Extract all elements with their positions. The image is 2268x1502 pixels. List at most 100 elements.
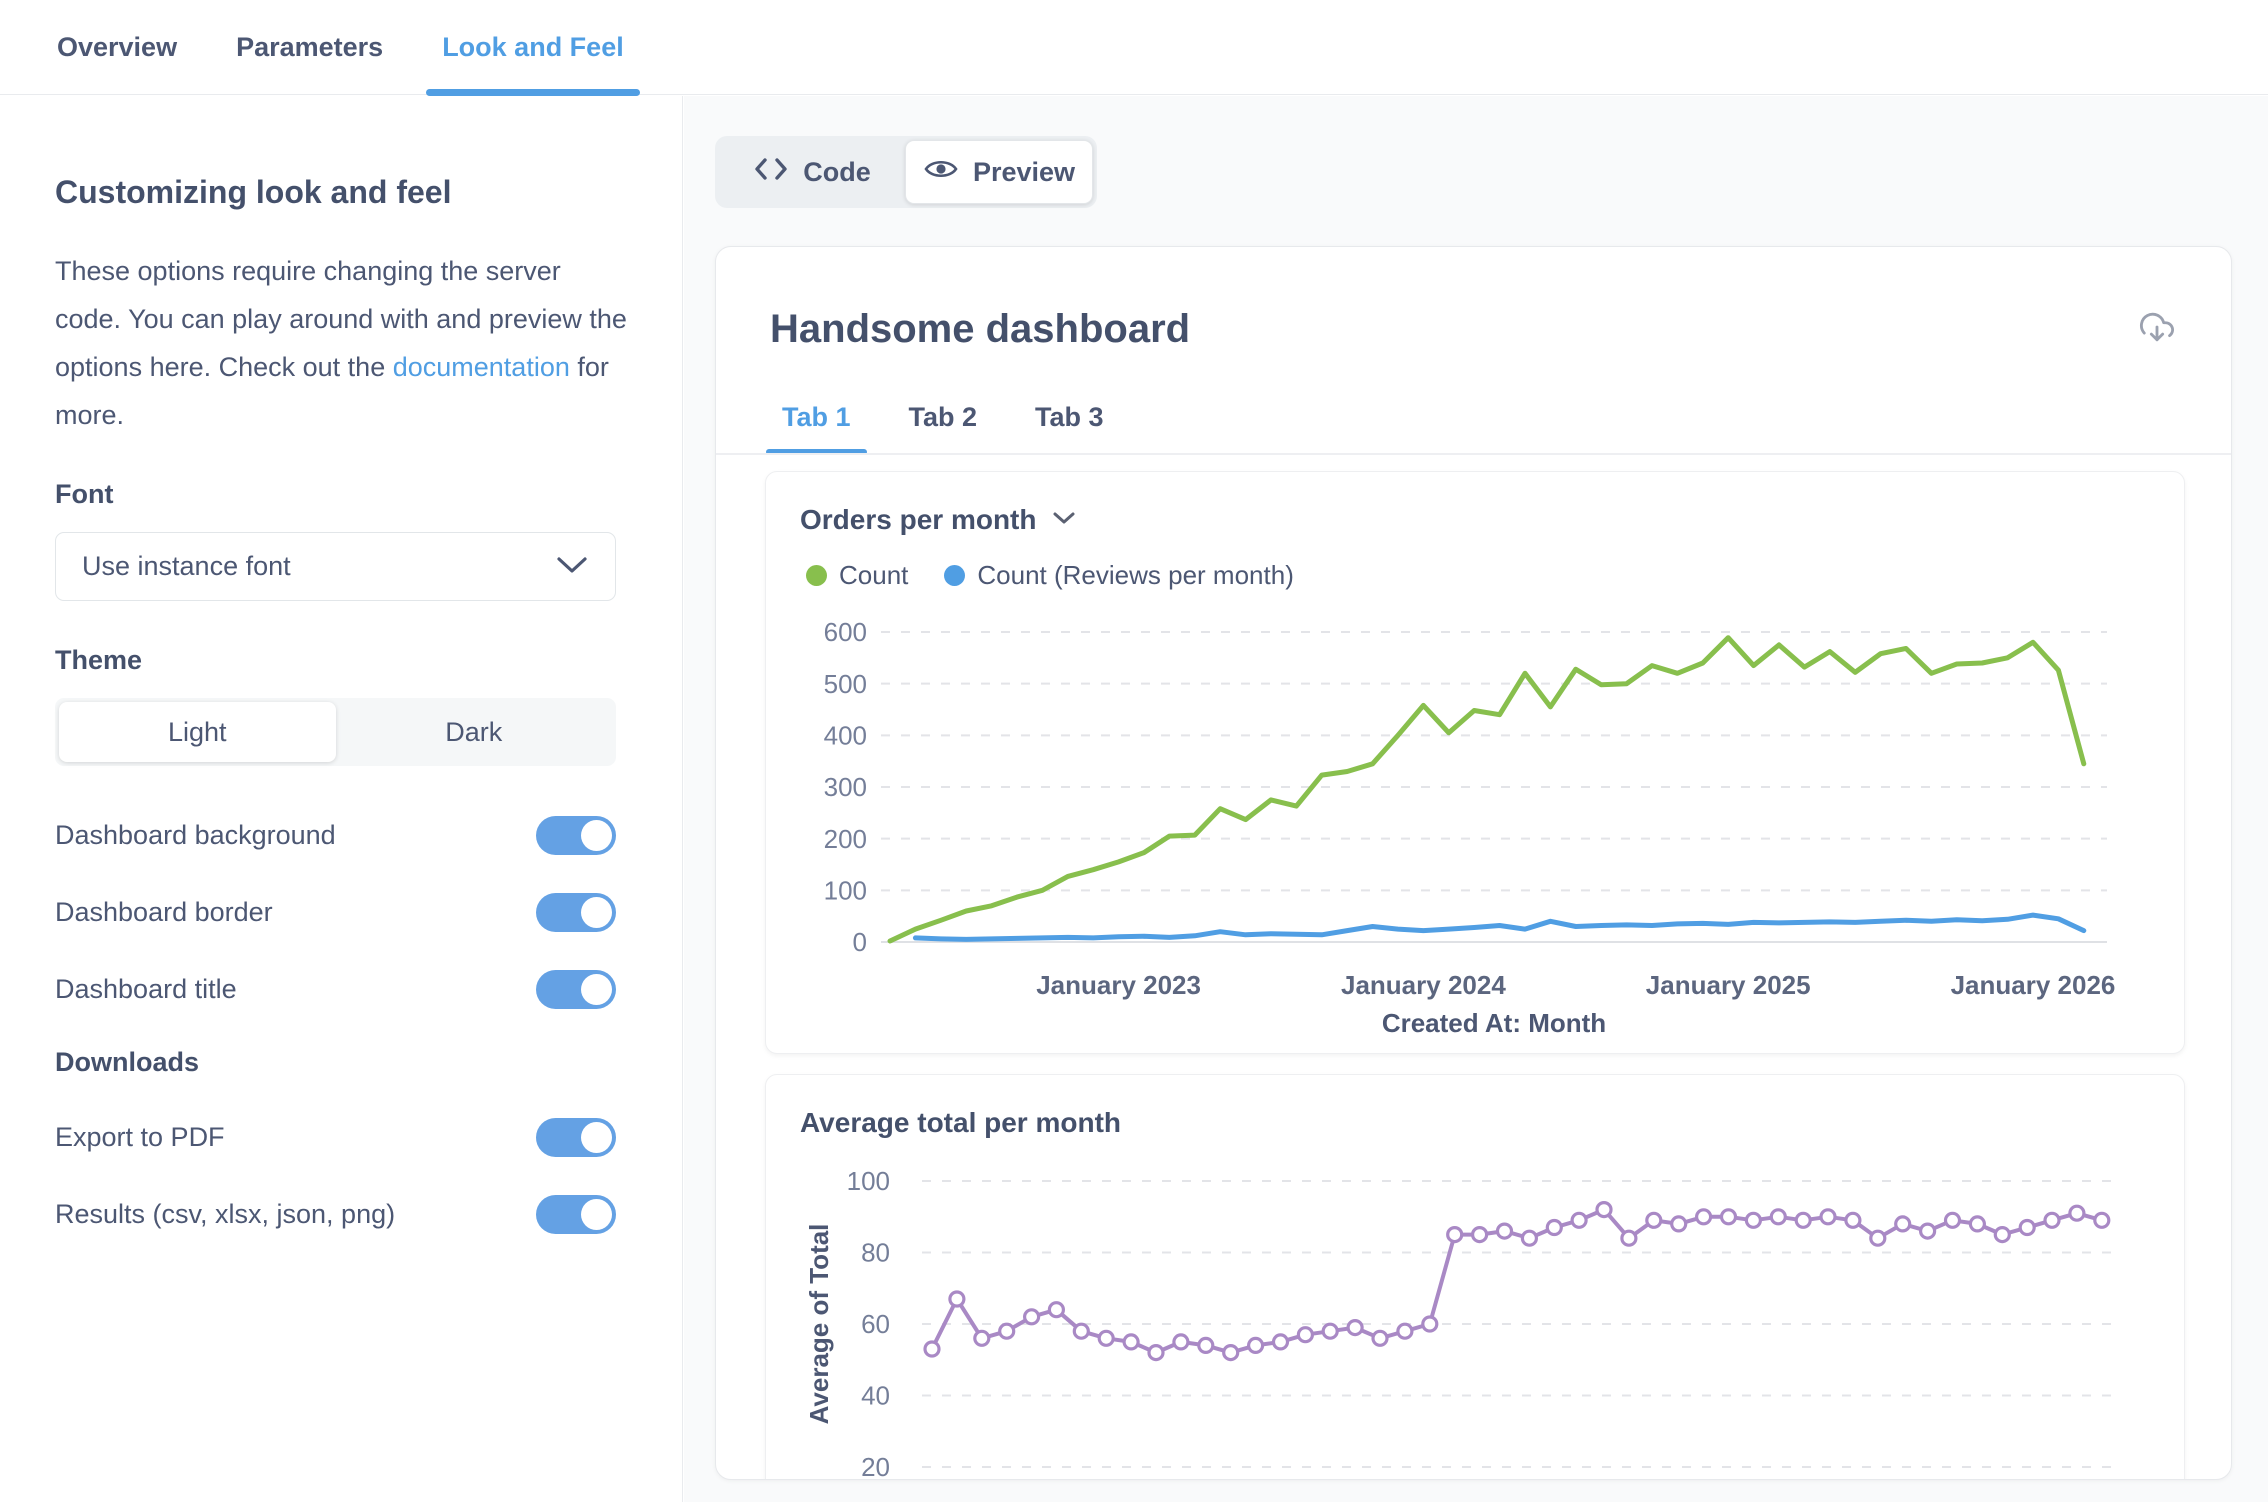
data-point-marker: [1348, 1321, 1362, 1335]
toggle-knob: [581, 1122, 612, 1153]
eye-icon: [923, 156, 959, 189]
y-tick-label: 20: [861, 1452, 890, 1480]
preview-mode-button[interactable]: Preview: [905, 140, 1093, 204]
sidebar-description: These options require changing the serve…: [55, 247, 627, 439]
y-tick-label: 600: [824, 617, 867, 647]
legend-dot-count: [806, 565, 827, 586]
data-point-marker: [1049, 1303, 1063, 1317]
tab-3-label: Tab 3: [1035, 402, 1104, 432]
data-point-marker: [1846, 1213, 1860, 1227]
code-mode-label: Code: [803, 157, 871, 188]
toggle-row-dashboard-border: Dashboard border: [55, 893, 616, 932]
data-point-marker: [1871, 1231, 1885, 1245]
dashboard-tab-2[interactable]: Tab 2: [893, 402, 994, 455]
legend-item-reviews[interactable]: Count (Reviews per month): [944, 560, 1293, 591]
data-point-marker: [1000, 1324, 1014, 1338]
toggle-row-dashboard-title: Dashboard title: [55, 970, 616, 1009]
average-total-per-month-card: Average total per month 20406080100Avera…: [765, 1074, 2185, 1480]
dashboard-background-toggle[interactable]: [536, 816, 616, 855]
code-icon: [753, 155, 789, 190]
export-pdf-label: Export to PDF: [55, 1122, 225, 1153]
y-tick-label: 100: [847, 1166, 890, 1196]
tabs-divider: [716, 453, 2231, 455]
dashboard-border-toggle[interactable]: [536, 893, 616, 932]
dashboard-title-label: Dashboard title: [55, 974, 237, 1005]
data-point-marker: [1896, 1217, 1910, 1231]
documentation-link[interactable]: documentation: [393, 352, 570, 382]
dashboard-tab-3[interactable]: Tab 3: [1019, 402, 1120, 455]
y-tick-label: 40: [861, 1381, 890, 1411]
font-select-value: Use instance font: [82, 551, 291, 582]
preview-mode-label: Preview: [973, 157, 1075, 188]
data-point-marker: [950, 1292, 964, 1306]
data-point-marker: [1124, 1335, 1138, 1349]
preview-pane: Code Preview Handsome dashboard Tab 1 Ta…: [684, 96, 2268, 1502]
code-mode-button[interactable]: Code: [719, 140, 905, 204]
data-point-marker: [1323, 1324, 1337, 1338]
data-point-marker: [1597, 1203, 1611, 1217]
gridlines: [922, 1181, 2112, 1467]
data-point-marker: [1174, 1335, 1188, 1349]
y-tick-label: 400: [824, 720, 867, 750]
data-point-marker: [1970, 1217, 1984, 1231]
tab-1-label: Tab 1: [782, 402, 851, 432]
dashboard-header: Handsome dashboard: [716, 307, 2231, 352]
data-point-marker: [1547, 1221, 1561, 1235]
dashboard-border-label: Dashboard border: [55, 897, 273, 928]
nav-tab-overview[interactable]: Overview: [55, 0, 179, 94]
data-point-marker: [1274, 1335, 1288, 1349]
y-tick-label: 100: [824, 875, 867, 905]
toggle-row-export-pdf: Export to PDF: [55, 1118, 616, 1157]
results-formats-toggle[interactable]: [536, 1195, 616, 1234]
nav-tab-parameters-label: Parameters: [236, 32, 383, 63]
data-point-marker: [1921, 1224, 1935, 1238]
orders-per-month-chart: 0100200300400500600January 2023January 2…: [766, 602, 2186, 1042]
data-point-marker: [1224, 1346, 1238, 1360]
toggle-row-results: Results (csv, xlsx, json, png): [55, 1195, 616, 1234]
toggle-knob: [581, 897, 612, 928]
y-tick-label: 0: [853, 927, 867, 957]
y-tick-label: 80: [861, 1238, 890, 1268]
y-tick-label: 60: [861, 1309, 890, 1339]
theme-option-dark[interactable]: Dark: [336, 702, 613, 762]
legend-label-count: Count: [839, 560, 908, 591]
legend-item-count[interactable]: Count: [806, 560, 908, 591]
nav-tab-look-and-feel[interactable]: Look and Feel: [440, 0, 626, 94]
export-pdf-toggle[interactable]: [536, 1118, 616, 1157]
data-point-marker: [1448, 1228, 1462, 1242]
y-tick-label: 500: [824, 669, 867, 699]
data-point-marker: [2095, 1213, 2109, 1227]
font-select[interactable]: Use instance font: [55, 532, 616, 601]
data-point-marker: [975, 1331, 989, 1345]
dashboard-title: Handsome dashboard: [770, 307, 1190, 352]
data-point-marker: [1473, 1228, 1487, 1242]
settings-sidebar: Customizing look and feel These options …: [0, 96, 683, 1502]
data-point-marker: [1746, 1213, 1760, 1227]
data-point-marker: [1498, 1224, 1512, 1238]
data-point-marker: [1995, 1228, 2009, 1242]
top-nav: Overview Parameters Look and Feel: [0, 0, 2268, 95]
data-point-marker: [2045, 1213, 2059, 1227]
dashboard-tab-1[interactable]: Tab 1: [766, 402, 867, 455]
nav-tab-parameters[interactable]: Parameters: [234, 0, 385, 94]
chevron-down-icon: [555, 551, 589, 582]
data-point-marker: [1946, 1213, 1960, 1227]
theme-dark-label: Dark: [445, 717, 502, 748]
x-tick-label: January 2026: [1951, 970, 2116, 1000]
data-point-marker: [925, 1342, 939, 1356]
legend-dot-reviews: [944, 565, 965, 586]
data-point-marker: [1796, 1213, 1810, 1227]
gridlines: [881, 632, 2107, 942]
data-point-marker: [1622, 1231, 1636, 1245]
data-point-marker: [2020, 1221, 2034, 1235]
data-point-marker: [1025, 1310, 1039, 1324]
theme-option-light[interactable]: Light: [59, 702, 336, 762]
theme-light-label: Light: [168, 717, 227, 748]
chart1-header[interactable]: Orders per month: [800, 504, 1076, 536]
data-point-marker: [1647, 1213, 1661, 1227]
download-cloud-icon[interactable]: [2137, 310, 2177, 349]
chart1-legend: Count Count (Reviews per month): [806, 560, 1294, 591]
dashboard-title-toggle[interactable]: [536, 970, 616, 1009]
x-tick-label: January 2025: [1646, 970, 1811, 1000]
font-label: Font: [55, 479, 627, 510]
